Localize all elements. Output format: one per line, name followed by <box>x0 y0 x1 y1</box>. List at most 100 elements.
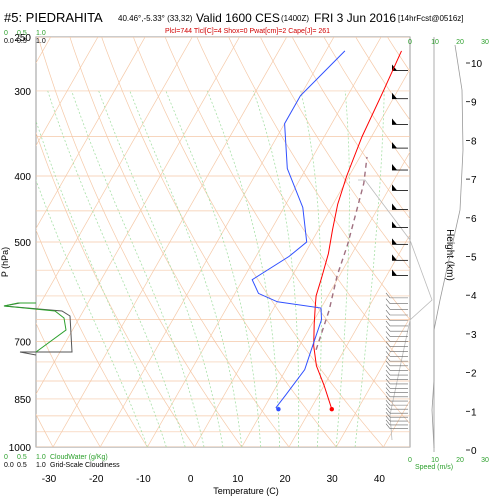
cloud-water-tick: 0.5 <box>17 30 27 37</box>
speed-tick-label: 30 <box>481 457 489 464</box>
p-tick-label: 250 <box>14 33 31 44</box>
moist-adiabat <box>47 90 186 447</box>
surface-dewpoint-marker <box>276 406 281 412</box>
temperature-axis: -30 -20 -10 0 10 20 30 40 <box>42 474 386 485</box>
height-tick-label: 0 <box>471 446 477 457</box>
wind-speed-line <box>431 44 464 449</box>
cloud-water-tick: 0.5 <box>17 454 27 461</box>
height-tick-label: 3 <box>471 330 477 341</box>
x-tick-label: 30 <box>327 474 339 485</box>
p-tick-label: 850 <box>14 395 31 406</box>
wind-barb <box>385 369 391 376</box>
wind-barb <box>385 408 391 414</box>
moist-adiabat <box>36 179 148 447</box>
wind-flag <box>392 238 397 245</box>
dry-adiabat <box>259 37 410 270</box>
y-axis-label: P (hPa) <box>0 247 10 277</box>
height-axis-label: Height (km) <box>444 229 455 281</box>
wind-barb <box>385 415 391 422</box>
cloudiness-tick: 0.5 <box>17 462 27 469</box>
x-tick-label: 40 <box>374 474 386 485</box>
dry-adiabat <box>69 37 290 447</box>
cloud-water-tick: 1.0 <box>36 30 46 37</box>
moist-adiabat <box>253 90 300 447</box>
moist-adiabat <box>300 90 322 447</box>
wind-barb <box>385 341 391 347</box>
moist-adiabat <box>71 90 205 447</box>
surface-temperature-marker <box>329 406 334 412</box>
cloud-water-tick: 0 <box>4 30 8 37</box>
wind-barb <box>385 399 391 406</box>
dry-adiabat <box>355 37 410 121</box>
wind-barb <box>385 374 391 380</box>
wind-flag <box>392 118 397 125</box>
wind-barb <box>385 351 391 357</box>
speed-axis-label: Speed (m/s) <box>415 464 453 471</box>
temperature-trace <box>313 50 402 410</box>
valid-time: Valid 1600 CES <box>196 11 280 25</box>
wind-barb <box>385 404 391 410</box>
isotherm-line <box>36 37 193 312</box>
moist-adiabat <box>98 90 224 447</box>
speed-tick-label: 10 <box>431 39 439 46</box>
wind-flag <box>392 184 397 191</box>
wind-barb <box>385 391 391 398</box>
wind-barb <box>385 423 391 429</box>
height-tick-label: 6 <box>471 214 477 225</box>
x-tick-label: -30 <box>42 474 57 485</box>
isotherm-line <box>147 37 382 447</box>
wind-profile <box>358 44 464 449</box>
dry-adiabat <box>36 322 101 447</box>
wind-flag <box>392 221 397 228</box>
height-curve <box>358 179 433 441</box>
height-tick-label: 5 <box>471 253 477 264</box>
cloudiness-tick: 1.0 <box>36 38 46 45</box>
isotherm-line <box>241 151 410 447</box>
dry-adiabat <box>474 25 500 447</box>
isotherm-line <box>335 316 410 447</box>
dry-adiabat <box>323 37 410 170</box>
wind-barb <box>385 411 391 418</box>
p-tick-label: 1000 <box>9 443 32 454</box>
x-tick-label: -20 <box>89 474 104 485</box>
moist-adiabat <box>165 90 262 447</box>
forecast-date: FRI 3 Jun 2016 <box>314 11 396 25</box>
p-tick-label: 700 <box>14 338 31 349</box>
cloud-profile <box>3 302 73 356</box>
cloud-water-label: CloudWater (g/Kg) <box>50 454 108 461</box>
isotherm-line <box>36 37 146 230</box>
wind-barb <box>385 336 391 342</box>
moist-adiabat <box>335 90 350 447</box>
cloudiness-tick: 1.0 <box>36 462 46 469</box>
wind-barb <box>385 309 391 316</box>
wind-barb <box>385 387 391 393</box>
wind-barb <box>385 346 391 352</box>
cloudiness-label: Grid-Scale Cloudiness <box>50 462 120 469</box>
dry-adiabat <box>291 37 410 220</box>
wind-barb <box>385 378 391 385</box>
x-axis-label: Temperature (C) <box>213 486 279 496</box>
speed-axis: 0 10 20 30 0 10 20 30 Speed (m/s) <box>408 39 489 471</box>
dry-adiabat <box>36 131 195 447</box>
cloudiness-tick: 0.5 <box>17 38 27 45</box>
height-tick-label: 2 <box>471 369 477 380</box>
wind-barb <box>385 298 391 304</box>
station-title: #5: PIEDRAHITA <box>4 10 103 25</box>
x-tick-label: -10 <box>136 474 151 485</box>
height-tick-label: 4 <box>471 291 477 302</box>
height-tick-label: 1 <box>471 407 477 418</box>
isotherm-line <box>52 37 288 447</box>
dry-adiabat <box>228 37 410 321</box>
dry-adiabat <box>164 37 410 425</box>
wind-barb <box>385 365 391 371</box>
height-tick-label: 10 <box>471 59 483 70</box>
wind-barb <box>385 326 391 332</box>
height-tick-label: 9 <box>471 98 477 109</box>
height-tick-label: 7 <box>471 175 477 186</box>
dry-adiabat <box>132 37 384 447</box>
forecast-run: [14hrFcst@0516z] <box>398 14 463 23</box>
wind-barb <box>385 315 391 321</box>
wind-flag <box>392 269 397 276</box>
wind-barb <box>385 395 391 402</box>
